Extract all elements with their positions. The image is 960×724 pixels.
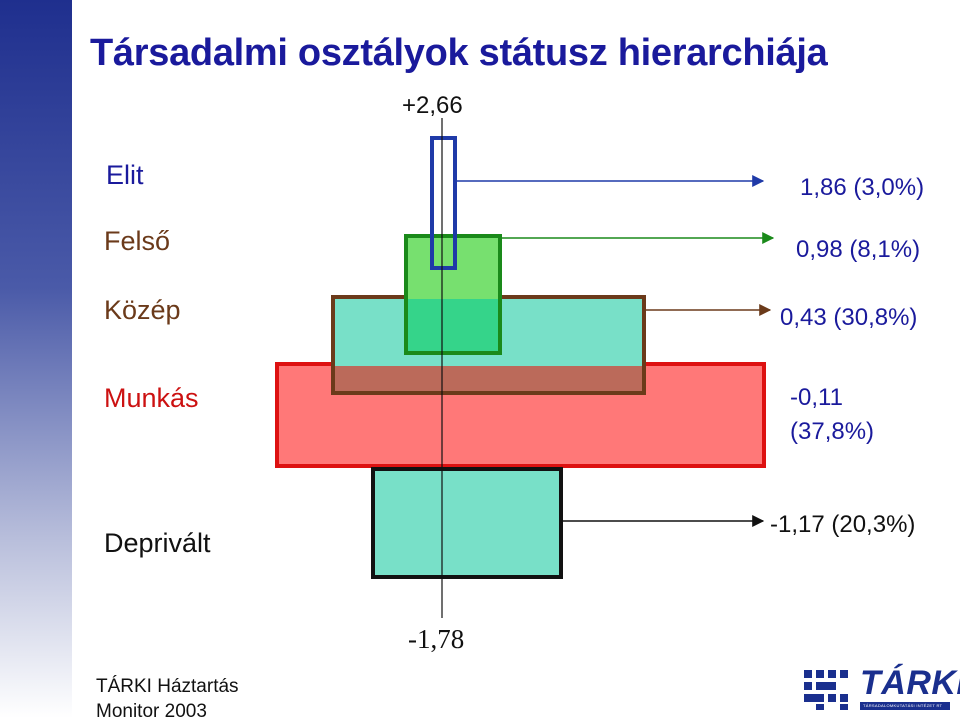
elit-box [430, 136, 457, 270]
deprivalt-box [371, 467, 563, 579]
value-label-munkas-line2: (37,8%) [790, 418, 875, 445]
class-label-deprivalt: Deprivált [104, 528, 211, 558]
value-label-munkas-line1: -0,11 [790, 384, 843, 411]
tarki-logo-mark-icon [804, 670, 848, 710]
value-label-deprivalt: -1,17 (20,3%) [770, 511, 916, 538]
logo-subtitle-bar: TÁRSADALOMKUTATÁSI INTÉZET RT [860, 702, 950, 710]
logo-text: TÁRKI [860, 664, 960, 702]
class-label-elit: Elit [106, 160, 144, 190]
value-label-elit: 1,86 (3,0%) [800, 174, 925, 201]
source-footer: TÁRKI Háztartás Monitor 2003 [96, 674, 239, 724]
class-label-kozep: Közép [104, 295, 181, 325]
side-gradient-band [0, 0, 72, 718]
kozep-munkas-overlap [335, 366, 642, 391]
footer-line2: Monitor 2003 [96, 701, 207, 722]
axis-top-label: +2,66 [402, 92, 463, 119]
tarki-logo: TÁRKI TÁRSADALOMKUTATÁSI INTÉZET RT [802, 664, 960, 712]
page-title: Társadalmi osztályok státusz hierarchiáj… [90, 32, 828, 74]
value-label-kozep: 0,43 (30,8%) [780, 304, 918, 331]
value-label-felso: 0,98 (8,1%) [796, 236, 921, 263]
axis-bottom-label: -1,78 [408, 624, 465, 654]
footer-line1: TÁRKI Háztartás [96, 676, 239, 697]
class-label-felso: Felső [104, 226, 171, 256]
logo-subtitle: TÁRSADALOMKUTATÁSI INTÉZET RT [863, 703, 943, 708]
felso-kozep-overlap [408, 299, 498, 351]
class-label-munkas: Munkás [104, 383, 199, 413]
